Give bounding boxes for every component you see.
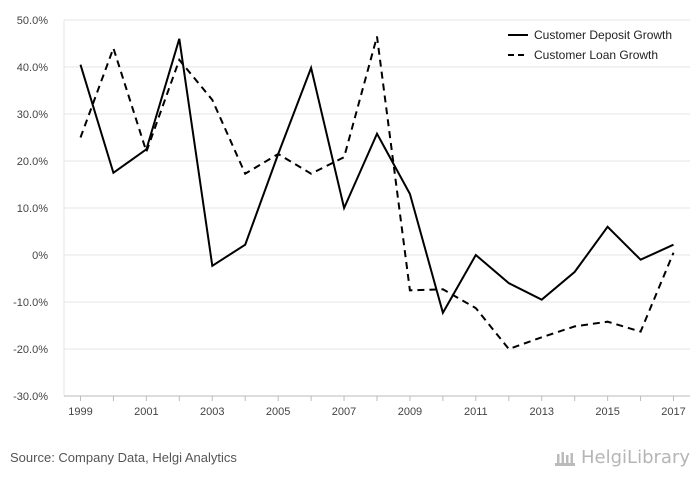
helgilibrary-logo: HelgiLibrary (553, 447, 690, 468)
y-tick-label: 0% (32, 250, 48, 262)
x-tick-label: 2005 (266, 406, 290, 418)
x-tick-label: 1999 (68, 406, 92, 418)
grid-lines (63, 19, 690, 397)
y-tick-label: -20.0% (13, 344, 48, 356)
series-line-1 (79, 38, 674, 316)
x-tick-label: 2013 (529, 406, 553, 418)
library-building-icon (555, 451, 576, 466)
y-tick-label: 20.0% (17, 156, 48, 168)
line-chart: 50.0% 40.0% 30.0% 20.0% 10.0% 0% -10.0% -20.0% -… (13, 15, 690, 418)
x-tick-label: 2003 (200, 406, 224, 418)
x-tick-label: 2009 (398, 406, 422, 418)
y-tick-label: -30.0% (13, 391, 48, 403)
x-tick-label: 2015 (595, 406, 619, 418)
legend: Customer Deposit Growth Customer Loan Gro… (508, 28, 672, 62)
y-tick-label: 10.0% (17, 203, 48, 215)
x-tick-label: 2011 (464, 406, 488, 418)
y-axis-ticks: 50.0% 40.0% 30.0% 20.0% 10.0% 0% -10.0% -20.0% -… (13, 15, 48, 403)
x-tick-label: 2001 (134, 406, 158, 418)
legend-label: Customer Deposit Growth (534, 28, 672, 42)
y-tick-label: -10.0% (13, 297, 48, 309)
legend-label: Customer Loan Growth (534, 48, 658, 62)
x-tick-label: 2017 (661, 406, 685, 418)
series-line-2 (79, 36, 675, 351)
x-tick-label: 2007 (332, 406, 356, 418)
series-lines (79, 36, 675, 351)
y-tick-label: 40.0% (17, 62, 48, 74)
y-tick-label: 50.0% (17, 15, 48, 27)
y-tick-label: 30.0% (17, 109, 48, 121)
logo-text: HelgiLibrary (581, 447, 690, 468)
x-axis-ticks: 1999 2001 2003 2005 2007 2009 2011 2013 2015 2017 (64, 395, 690, 418)
source-note: Source: Company Data, Helgi Analytics (10, 450, 237, 465)
